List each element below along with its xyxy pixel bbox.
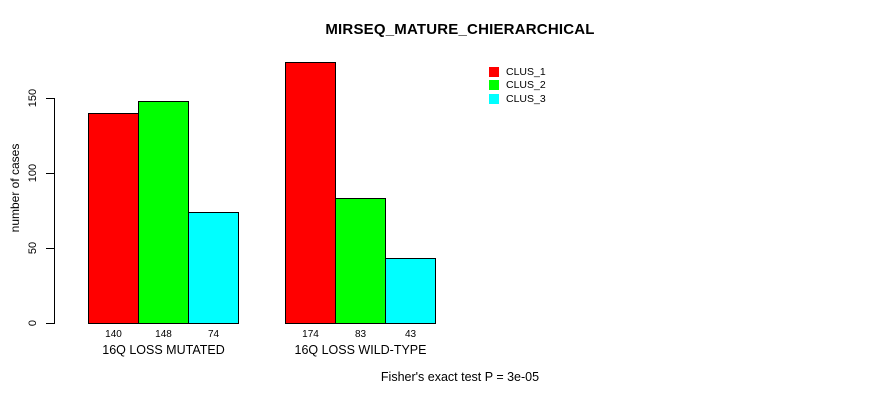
y-axis-label: number of cases xyxy=(8,143,22,233)
y-tick-label: 150 xyxy=(27,88,39,108)
y-axis-tick xyxy=(46,323,54,324)
bar-clus_3-1 xyxy=(188,212,239,324)
chart-title: MIRSEQ_MATURE_CHIERARCHICAL xyxy=(325,21,595,38)
annotation-text: Fisher's exact test P = 3e-05 xyxy=(380,370,540,384)
y-tick-label: 100 xyxy=(27,163,39,183)
y-tick-label: 50 xyxy=(27,241,39,255)
legend-label-clus-2: CLUS_2 xyxy=(506,79,546,92)
legend-swatch-clus-1-icon xyxy=(489,66,499,77)
category-label: 16Q LOSS WILD-TYPE xyxy=(294,343,427,357)
bar-clus_1-1 xyxy=(88,113,139,324)
bar-clus_3-2 xyxy=(385,258,436,324)
legend: CLUS_1 CLUS_2 CLUS_3 xyxy=(489,65,546,106)
legend-swatch-clus-3-icon xyxy=(489,93,499,104)
bar-clus_2-2 xyxy=(335,198,386,324)
bar-value-label: 174 xyxy=(302,329,319,340)
bar-value-label: 148 xyxy=(155,329,172,340)
bar-value-label: 83 xyxy=(354,329,367,340)
y-axis-tick xyxy=(46,98,54,99)
category-label: 16Q LOSS MUTATED xyxy=(102,343,225,357)
bar-clus_2-1 xyxy=(138,101,189,324)
y-axis-line xyxy=(54,98,55,324)
bar-value-label: 74 xyxy=(207,329,220,340)
y-tick-label: 0 xyxy=(27,319,39,327)
bar-value-label: 140 xyxy=(105,329,122,340)
legend-label-clus-3: CLUS_3 xyxy=(506,92,546,105)
legend-item: CLUS_1 xyxy=(489,65,546,79)
legend-item: CLUS_2 xyxy=(489,79,546,93)
legend-label-clus-1: CLUS_1 xyxy=(506,65,546,78)
legend-swatch-clus-2-icon xyxy=(489,80,499,91)
bar-clus_1-2 xyxy=(285,62,336,324)
y-axis-tick xyxy=(46,248,54,249)
legend-item: CLUS_3 xyxy=(489,92,546,106)
bar-value-label: 43 xyxy=(404,329,417,340)
y-axis-tick xyxy=(46,173,54,174)
